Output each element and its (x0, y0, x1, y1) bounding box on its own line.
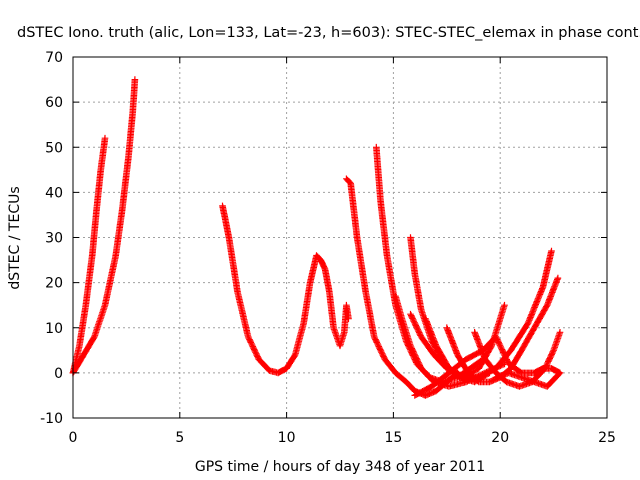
y-tick-label: 0 (54, 366, 63, 382)
grid (73, 57, 607, 418)
data-points (69, 76, 564, 399)
plot-frame (72, 56, 608, 419)
series-3 (343, 175, 461, 399)
y-tick-label: 20 (45, 276, 63, 292)
series-11 (411, 333, 564, 399)
y-tick-label: 60 (45, 95, 63, 111)
x-tick-label: 0 (69, 430, 78, 446)
y-tick-label: 30 (45, 231, 63, 247)
x-tick-label: 25 (598, 430, 616, 446)
y-tick-label: 70 (45, 50, 63, 66)
y-tick-label: 10 (45, 321, 63, 337)
y-tick-label: -10 (40, 411, 63, 427)
x-tick-label: 15 (384, 430, 402, 446)
y-tick-label: 40 (45, 185, 63, 201)
chart-title: dSTEC Iono. truth (alic, Lon=133, Lat=-2… (17, 25, 640, 41)
series-3-markers (343, 175, 461, 399)
series-11-markers (411, 333, 564, 399)
x-tick-label: 10 (278, 430, 296, 446)
x-tick-label: 5 (175, 430, 184, 446)
series-2-markers (219, 202, 352, 377)
y-axis-label: dSTEC / TECUs (7, 186, 23, 289)
y-tick-label: 50 (45, 140, 63, 156)
axes: 0 5 10 15 20 25 -10 0 10 20 30 40 50 60 70 (40, 50, 616, 446)
series-2 (219, 202, 352, 377)
x-tick-label: 20 (491, 430, 509, 446)
x-axis-label: GPS time / hours of day 348 of year 2011 (195, 459, 485, 475)
